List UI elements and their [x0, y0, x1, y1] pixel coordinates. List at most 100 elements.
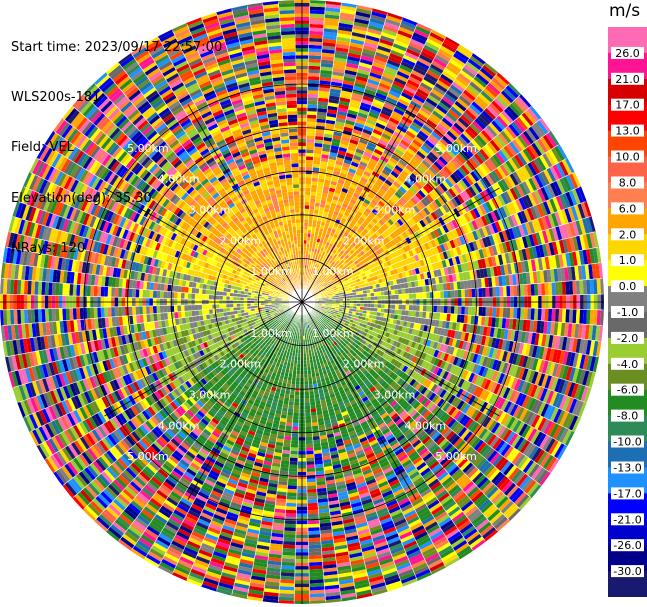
- velocity-cell: [551, 308, 556, 322]
- velocity-cell: [366, 82, 379, 90]
- velocity-cell: [436, 283, 441, 292]
- velocity-cell: [306, 236, 311, 241]
- velocity-cell: [314, 230, 319, 235]
- velocity-cell: [399, 64, 413, 73]
- velocity-cell: [320, 196, 327, 202]
- velocity-cell: [387, 120, 399, 128]
- velocity-cell: [414, 91, 428, 101]
- velocity-cell: [327, 102, 339, 108]
- velocity-cell: [335, 117, 346, 124]
- velocity-cell: [326, 197, 333, 203]
- velocity-cell: [357, 68, 371, 76]
- velocity-cell: [309, 401, 316, 406]
- velocity-cell: [319, 206, 325, 212]
- velocity-cell: [316, 188, 323, 194]
- velocity-cell: [340, 217, 347, 224]
- velocity-cell: [352, 25, 368, 32]
- velocity-cell: [324, 14, 340, 20]
- velocity-cell: [343, 73, 357, 79]
- velocity-cell: [416, 22, 433, 32]
- velocity-cell: [317, 101, 329, 106]
- velocity-cell: [327, 190, 335, 196]
- velocity-cell: [537, 308, 542, 321]
- velocity-cell: [306, 121, 317, 126]
- velocity-cell: [358, 62, 373, 69]
- velocity-cell: [354, 14, 371, 22]
- velocity-cell: [372, 128, 383, 136]
- velocity-cell: [345, 116, 357, 123]
- velocity-cell: [413, 28, 430, 39]
- velocity-cell: [358, 180, 367, 187]
- velocity-cell: [305, 156, 314, 161]
- velocity-cell: [316, 115, 327, 120]
- velocity-cell: [393, 107, 405, 116]
- velocity-cell: [303, 254, 306, 258]
- velocity-cell: [327, 227, 333, 232]
- velocity-cell: [305, 173, 313, 178]
- velocity-cell: [309, 6, 326, 11]
- velocity-cell: [444, 36, 461, 47]
- velocity-cell: [308, 37, 323, 43]
- velocity-cell: [304, 222, 309, 227]
- velocity-cell: [372, 62, 386, 70]
- velocity-cell: [308, 276, 311, 280]
- velocity-cell: [317, 273, 322, 277]
- velocity-cell: [428, 66, 442, 77]
- velocity-cell: [344, 155, 353, 162]
- velocity-cell: [320, 62, 334, 68]
- velocity-cell: [313, 156, 321, 162]
- velocity-cell: [338, 19, 354, 26]
- velocity-cell: [513, 285, 518, 297]
- velocity-cell: [426, 38, 442, 49]
- velocity-cell: [324, 130, 334, 135]
- velocity-cell: [364, 38, 379, 46]
- ray-separator: [301, 30, 432, 303]
- velocity-cell: [356, 115, 367, 122]
- velocity-cell: [326, 109, 338, 115]
- ray-separator: [301, 9, 373, 303]
- velocity-cell: [304, 412, 311, 417]
- velocity-cell: [327, 162, 336, 168]
- velocity-cell: [370, 303, 375, 308]
- velocity-cell: [314, 142, 323, 148]
- velocity-cell: [312, 269, 315, 274]
- velocity-cell: [304, 261, 308, 265]
- velocity-cell: [361, 51, 376, 59]
- velocity-cell: [349, 99, 362, 106]
- velocity-cell: [361, 173, 370, 181]
- velocity-cell: [349, 164, 358, 171]
- velocity-cell: [306, 243, 310, 248]
- velocity-cell: [420, 50, 435, 61]
- velocity-cell: [348, 142, 358, 149]
- velocity-cell: [384, 126, 395, 135]
- velocity-cell: [314, 263, 318, 268]
- velocity-cell: [329, 152, 338, 157]
- velocity-cell: [323, 136, 333, 142]
- velocity-cell: [304, 402, 311, 406]
- velocity-cell: [419, 82, 433, 92]
- velocity-cell: [345, 208, 352, 214]
- velocity-cell: [319, 270, 324, 274]
- velocity-cell: [377, 295, 382, 300]
- velocity-cell: [412, 66, 427, 76]
- velocity-cell: [303, 363, 308, 368]
- velocity-cell: [324, 179, 332, 185]
- velocity-cell: [388, 117, 400, 125]
- velocity-cell: [304, 215, 309, 220]
- velocity-cell: [346, 174, 354, 181]
- velocity-cell: [311, 425, 319, 430]
- velocity-cell: [401, 57, 416, 67]
- velocity-cell: [408, 293, 413, 300]
- velocity-cell: [447, 305, 452, 314]
- velocity-cell: [333, 60, 347, 67]
- velocity-cell: [336, 182, 344, 188]
- velocity-cell: [315, 271, 319, 276]
- velocity-cell: [418, 286, 423, 293]
- velocity-cell: [337, 26, 353, 32]
- velocity-cell: [330, 252, 336, 257]
- velocity-cell: [415, 305, 420, 312]
- velocity-cell: [359, 58, 374, 66]
- ray-separator: [301, 6, 358, 303]
- velocity-cell: [307, 90, 319, 95]
- velocity-cell: [322, 42, 336, 47]
